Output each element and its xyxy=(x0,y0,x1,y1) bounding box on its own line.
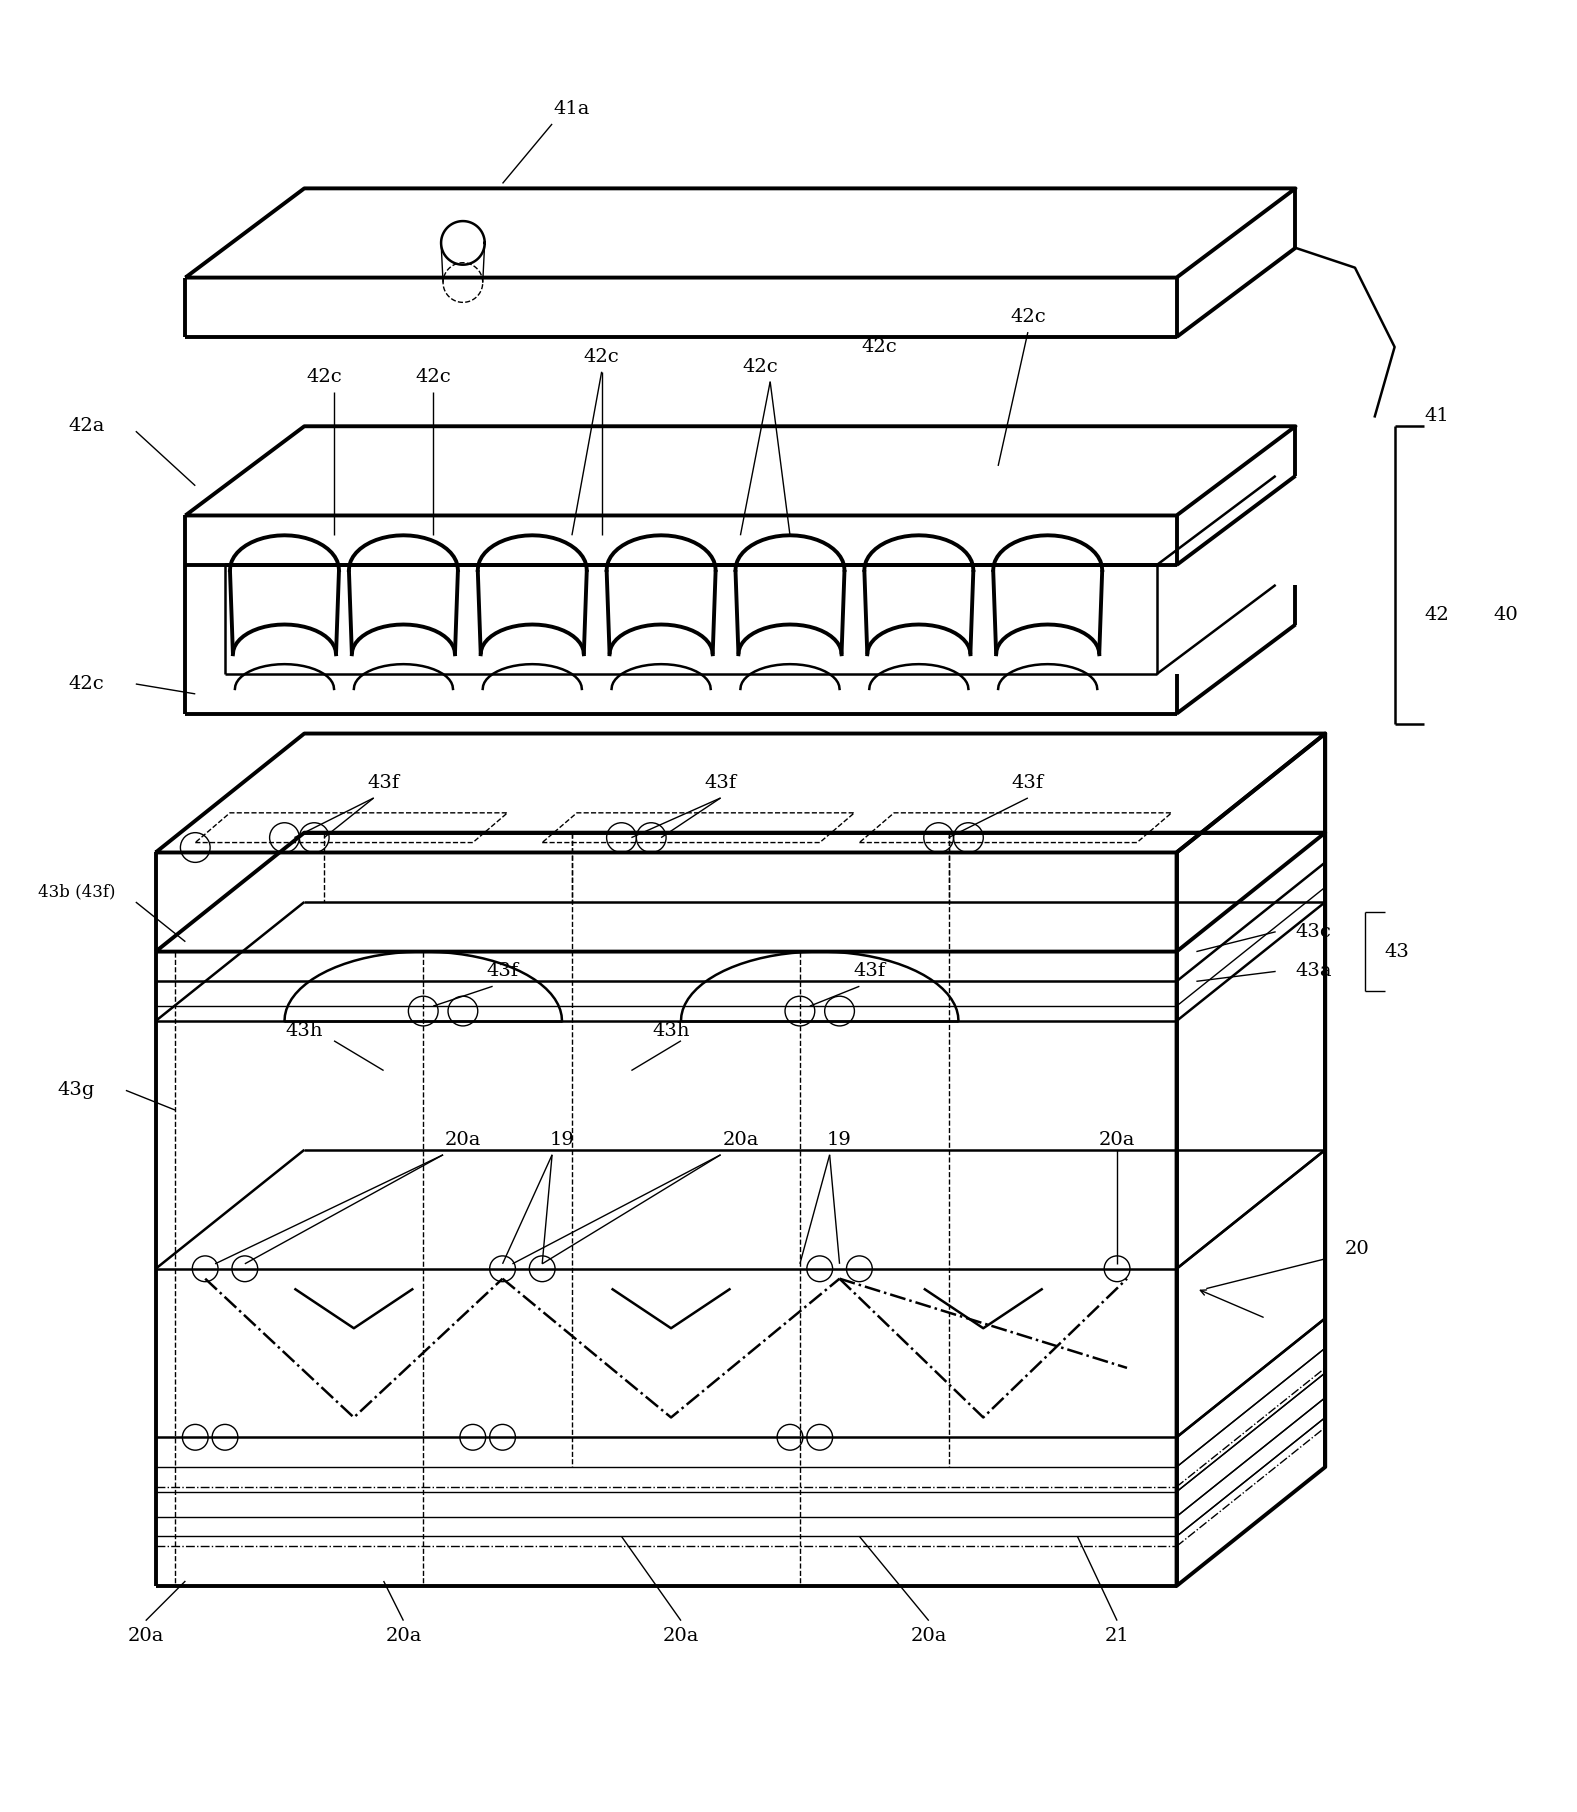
Text: 43f: 43f xyxy=(705,774,736,792)
Text: 43c: 43c xyxy=(1295,922,1331,940)
Text: 20a: 20a xyxy=(722,1131,759,1149)
Text: 42c: 42c xyxy=(1009,308,1046,326)
Text: 20a: 20a xyxy=(910,1627,946,1645)
Text: 40: 40 xyxy=(1493,605,1519,623)
Text: 42: 42 xyxy=(1424,605,1449,623)
Text: 43f: 43f xyxy=(1012,774,1044,792)
Text: 43g: 43g xyxy=(58,1082,95,1100)
Text: 20a: 20a xyxy=(385,1627,421,1645)
Text: 42a: 42a xyxy=(68,417,104,435)
Text: 41a: 41a xyxy=(554,100,590,118)
Text: 43f: 43f xyxy=(853,962,885,980)
Text: 43a: 43a xyxy=(1295,962,1333,980)
Text: 20: 20 xyxy=(1345,1239,1370,1258)
Text: 42c: 42c xyxy=(743,357,777,375)
Text: 43h: 43h xyxy=(653,1022,689,1040)
Text: 41: 41 xyxy=(1424,408,1449,426)
Text: 19: 19 xyxy=(826,1131,852,1149)
Text: 42c: 42c xyxy=(861,339,897,355)
Text: 43b (43f): 43b (43f) xyxy=(38,884,115,901)
Text: 42c: 42c xyxy=(583,348,620,366)
Text: 21: 21 xyxy=(1105,1627,1129,1645)
Text: 43f: 43f xyxy=(367,774,399,792)
Text: 20a: 20a xyxy=(445,1131,481,1149)
Text: 43f: 43f xyxy=(486,962,519,980)
Text: 20a: 20a xyxy=(1099,1131,1135,1149)
Text: 42c: 42c xyxy=(68,676,104,692)
Text: 43h: 43h xyxy=(285,1022,323,1040)
Text: 42c: 42c xyxy=(306,368,342,386)
Text: 20a: 20a xyxy=(128,1627,164,1645)
Text: 43: 43 xyxy=(1385,942,1410,960)
Text: 19: 19 xyxy=(549,1131,574,1149)
Text: 20a: 20a xyxy=(662,1627,699,1645)
Text: 42c: 42c xyxy=(415,368,451,386)
